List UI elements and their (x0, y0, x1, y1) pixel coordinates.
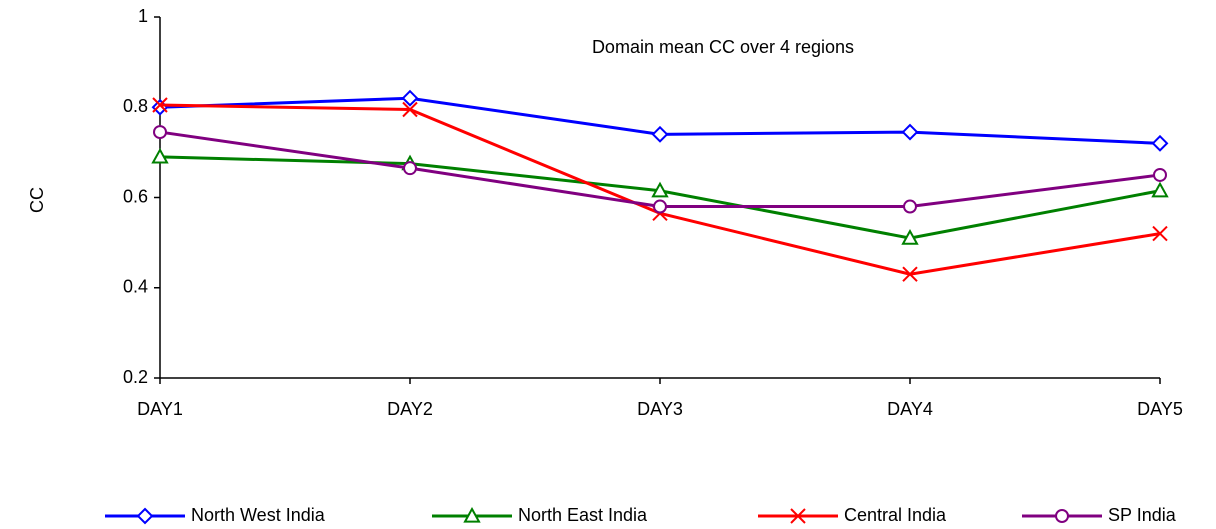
marker (1151, 181, 1169, 198)
legend-marker (1055, 509, 1069, 523)
marker (901, 229, 919, 245)
marker (151, 98, 169, 116)
y-tick-label: 1 (138, 6, 148, 26)
marker (401, 89, 419, 107)
marker (1151, 134, 1169, 152)
x-tick-label: DAY2 (387, 399, 433, 419)
marker (152, 97, 168, 113)
legend-marker (463, 506, 481, 523)
legend-marker (790, 508, 806, 524)
legend-label: North West India (191, 505, 326, 525)
legend-label: SP India (1108, 505, 1177, 525)
series-line (159, 155, 1161, 240)
y-axis-label: CC (27, 187, 47, 213)
marker (653, 199, 667, 214)
marker (903, 199, 917, 214)
marker (402, 101, 418, 118)
marker (403, 161, 417, 176)
legend-label: Central India (844, 505, 947, 525)
marker (651, 181, 669, 198)
marker (151, 147, 169, 164)
marker (1152, 225, 1168, 242)
legend-label: North East India (518, 505, 648, 525)
chart-title: Domain mean CC over 4 regions (592, 37, 854, 57)
y-tick-label: 0.6 (123, 186, 148, 206)
marker (901, 123, 919, 141)
marker (1153, 167, 1167, 182)
x-tick-label: DAY1 (137, 399, 183, 419)
y-tick-label: 0.8 (123, 96, 148, 116)
marker (153, 125, 167, 140)
x-tick-label: DAY5 (1137, 399, 1183, 419)
y-tick-label: 0.2 (123, 367, 148, 387)
marker (651, 125, 669, 143)
marker (902, 266, 918, 282)
x-tick-label: DAY4 (887, 399, 933, 419)
y-tick-label: 0.4 (123, 277, 148, 297)
legend-marker (136, 507, 154, 525)
x-tick-label: DAY3 (637, 399, 683, 419)
